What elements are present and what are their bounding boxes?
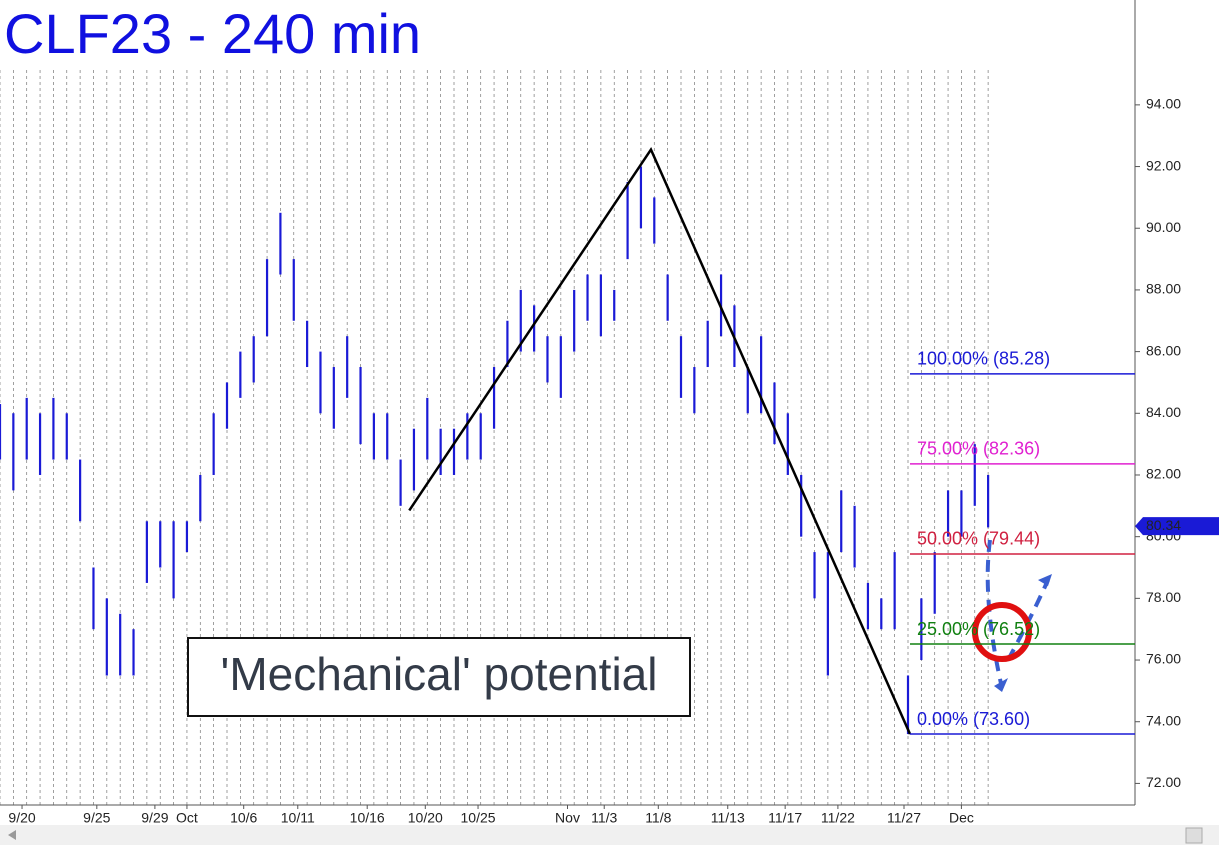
x-tick-label: 11/8 [645,810,671,826]
y-tick-label: 82.00 [1146,466,1181,482]
x-tick-label: 10/20 [408,810,443,826]
annotation: 'Mechanical' potential [221,648,658,700]
y-tick-label: 74.00 [1146,712,1181,728]
x-tick-label: 9/29 [141,810,168,826]
scrollbar [0,825,1219,845]
x-tick-label: 11/22 [821,810,855,826]
annotation-box [187,637,691,717]
level-label: 50.00% (79.44) [917,529,1040,549]
y-tick-label: 78.00 [1146,589,1181,605]
level-label: 0.00% (73.60) [917,709,1030,729]
marks [0,166,990,735]
x-tick-label: Oct [176,810,198,826]
level-label: 25.00% (76.52) [917,619,1040,639]
x-tick-label: 10/25 [461,810,496,826]
scrollbar-track [0,825,1219,845]
arrow-head [1038,574,1052,586]
y-tick-label: 84.00 [1146,404,1181,420]
scroll-thumb[interactable] [1185,827,1203,844]
arrow-head [994,678,1008,692]
x-tick-label: Nov [555,810,580,826]
last-price-tag [1135,517,1219,536]
x-tick-label: 10/6 [230,810,257,826]
chart-title: CLF23 - 240 min [4,2,421,65]
level-label: 75.00% (82.36) [917,439,1040,459]
scroll-left[interactable] [8,830,16,840]
x-tick-label: 11/13 [711,810,745,826]
x-tick-label: 11/17 [768,810,802,826]
x-tick-label: 10/16 [350,810,385,826]
y-tick-label: 92.00 [1146,157,1181,173]
level-label: 100.00% (85.28) [917,349,1050,369]
x-tick-label: 11/3 [591,810,617,826]
swing-line [408,147,912,735]
y-tick-label: 90.00 [1146,219,1181,235]
x-tick-label: Dec [949,810,974,826]
y-tick-label: 88.00 [1146,281,1181,297]
y-tick-label: 76.00 [1146,651,1181,667]
y-tick-label: 72.00 [1146,774,1181,790]
x-tick-label: 9/20 [8,810,35,826]
x-tick-label: 11/27 [887,810,921,826]
x-tick-label: 10/11 [281,810,315,826]
target-circle [972,602,1032,662]
last-price-label: 80.34 [1146,517,1181,533]
x-tick-label: 9/25 [83,810,110,826]
y-tick-label: 86.00 [1146,342,1181,358]
y-tick-label: 94.00 [1146,96,1181,112]
